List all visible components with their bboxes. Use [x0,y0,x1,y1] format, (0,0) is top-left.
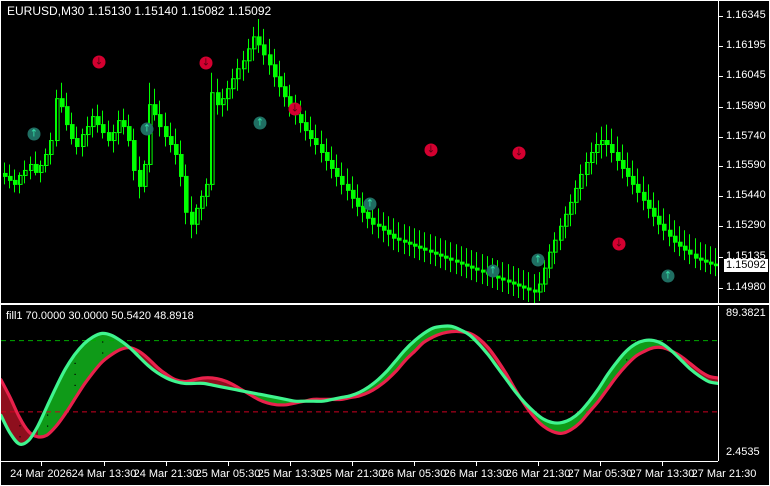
sell-signal-icon: ↓ [512,146,526,160]
arrow-down-icon: ↓ [290,103,300,114]
buy-signal-icon: ↑ [486,264,500,278]
arrow-down-icon: ↓ [614,238,624,249]
time-axis-label: 27 Mar 13:30 [629,468,695,480]
arrow-up-icon: ↑ [29,128,39,139]
price-plot-area[interactable]: ↓ ↓ ↓ ↓ ↓ ↓ ↑ ↑ ↑ ↑ ↑ ↑ ↑ [1,1,718,303]
arrow-up-icon: ↑ [488,265,498,276]
time-axis-tick [600,461,601,466]
time-axis-tick [166,461,167,466]
time-axis-tick [104,461,105,466]
time-axis-tick [290,461,291,466]
time-axis-rule [1,461,718,462]
arrow-down-icon: ↓ [514,147,524,158]
time-axis-label: 25 Mar 21:30 [319,468,385,480]
price-scale-label: 1.16345 [726,9,766,21]
arrow-down-icon: ↓ [94,56,104,67]
time-axis-label: 27 Mar 05:30 [567,468,633,480]
chart-title: EURUSD,M30 1.15130 1.15140 1.15082 1.150… [7,4,272,18]
indicator-pane[interactable]: fill1 70.0000 30.0000 50.5420 48.8918 [1,306,769,461]
time-axis-tick [476,461,477,466]
time-axis-label: 24 Mar 13:30 [71,468,137,480]
price-scale[interactable]: 1.16345 1.16195 1.16045 1.15890 1.15740 1.155… [718,1,769,303]
buy-signal-icon: ↑ [531,253,545,267]
time-axis-tick [41,461,42,466]
time-axis-label: 25 Mar 13:30 [257,468,323,480]
price-scale-tick [718,226,723,227]
price-scale-tick [718,76,723,77]
arrow-up-icon: ↑ [663,270,673,281]
arrow-down-icon: ↓ [426,144,436,155]
price-scale-label: 1.15890 [726,100,766,112]
price-scale-tick [718,196,723,197]
arrow-up-icon: ↑ [255,117,265,128]
sell-signal-icon: ↓ [612,237,626,251]
price-scale-label: 1.15740 [726,130,766,142]
time-axis-label: 27 Mar 21:30 [691,468,757,480]
buy-signal-icon: ↑ [661,269,675,283]
price-scale-divider [718,1,719,303]
time-axis-label: 26 Mar 21:30 [505,468,571,480]
price-scale-tick [718,107,723,108]
sell-signal-icon: ↓ [288,102,302,116]
price-scale-tick [718,288,723,289]
time-axis-label: 26 Mar 05:30 [381,468,447,480]
time-axis-label: 24 Mar 2026 [10,468,72,480]
indicator-scale-max: 89.3821 [726,307,766,319]
current-price-tag: 1.15092 [724,259,768,272]
sell-signal-icon: ↓ [424,143,438,157]
fill1-oscillator [1,324,718,446]
arrow-up-icon: ↑ [142,123,152,134]
buy-signal-icon: ↑ [253,116,267,130]
pane-separator[interactable] [1,303,769,305]
indicator-scale-min: 2.4535 [726,446,760,458]
price-scale-tick [718,257,723,258]
time-axis-label: 25 Mar 05:30 [195,468,261,480]
price-scale-label: 1.15135 [726,250,766,262]
indicator-scale-divider [718,306,719,461]
time-axis-tick [352,461,353,466]
indicator-plot-area[interactable] [1,306,718,461]
time-axis-tick [228,461,229,466]
time-axis[interactable]: 24 Mar 2026 24 Mar 13:30 24 Mar 21:30 25 Ma… [1,461,769,485]
buy-signal-icon: ↑ [140,122,154,136]
time-axis-tick [538,461,539,466]
price-scale-tick [718,137,723,138]
indicator-scale[interactable]: 89.3821 2.4535 [718,306,769,461]
price-chart-pane[interactable]: ↓ ↓ ↓ ↓ ↓ ↓ ↑ ↑ ↑ ↑ ↑ ↑ ↑ EURUSD,M30 1.15130 1.15140… [1,1,769,303]
time-axis-tick [414,461,415,466]
price-scale-label: 1.16195 [726,39,766,51]
price-scale-label: 1.14980 [726,281,766,293]
price-scale-label: 1.15440 [726,189,766,201]
buy-signal-icon: ↑ [363,197,377,211]
indicator-title: fill1 70.0000 30.0000 50.5420 48.8918 [6,310,194,322]
sell-signal-icon: ↓ [92,55,106,69]
arrow-down-icon: ↓ [201,57,211,68]
price-scale-label: 1.15290 [726,219,766,231]
arrow-up-icon: ↑ [365,198,375,209]
time-axis-tick [662,461,663,466]
price-scale-tick [718,46,723,47]
price-scale-label: 1.15590 [726,159,766,171]
price-scale-label: 1.16045 [726,69,766,81]
time-axis-label: 26 Mar 13:30 [443,468,509,480]
sell-signal-icon: ↓ [199,56,213,70]
buy-signal-icon: ↑ [27,127,41,141]
price-scale-tick [718,16,723,17]
price-scale-tick [718,166,723,167]
arrow-up-icon: ↑ [533,254,543,265]
time-axis-label: 24 Mar 21:30 [133,468,199,480]
candlestick-series [3,18,718,303]
